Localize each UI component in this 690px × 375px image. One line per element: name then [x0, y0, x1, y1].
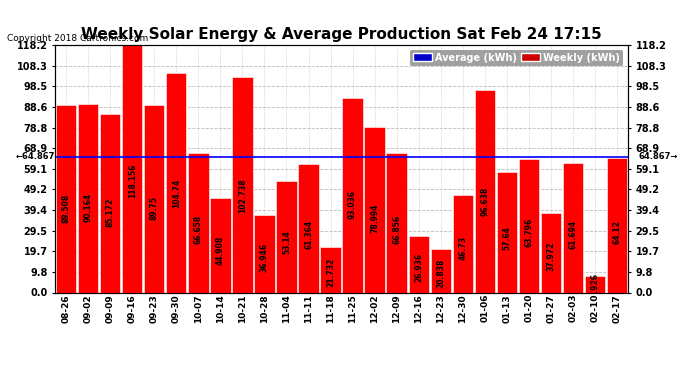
Text: 46.73: 46.73 — [458, 237, 467, 261]
Text: 66.658: 66.658 — [194, 215, 203, 244]
Bar — [342, 98, 363, 292]
Bar — [188, 153, 208, 292]
Text: ←64.867: ←64.867 — [16, 152, 55, 161]
Text: 20.838: 20.838 — [436, 258, 445, 288]
Text: 90.164: 90.164 — [83, 193, 92, 222]
Text: 64.12: 64.12 — [613, 220, 622, 244]
Bar — [607, 158, 627, 292]
Bar — [584, 276, 605, 292]
Legend: Average (kWh), Weekly (kWh): Average (kWh), Weekly (kWh) — [410, 50, 623, 66]
Bar — [122, 45, 142, 292]
Text: 21.732: 21.732 — [326, 257, 335, 286]
Bar — [100, 114, 120, 292]
Text: 7.926: 7.926 — [591, 273, 600, 297]
Bar — [277, 181, 297, 292]
Text: 61.694: 61.694 — [569, 220, 578, 249]
Bar — [166, 73, 186, 292]
Bar — [210, 198, 230, 292]
Text: 26.936: 26.936 — [414, 252, 423, 282]
Text: 53.14: 53.14 — [282, 231, 291, 254]
Bar — [298, 164, 319, 292]
Bar — [386, 153, 406, 292]
Text: 44.908: 44.908 — [216, 236, 225, 265]
Text: 118.156: 118.156 — [128, 164, 137, 198]
Text: 96.638: 96.638 — [480, 187, 489, 216]
Bar — [497, 172, 517, 292]
Text: 93.036: 93.036 — [348, 190, 357, 219]
Text: 64.867→: 64.867→ — [639, 152, 678, 161]
Bar — [453, 195, 473, 292]
Text: 78.994: 78.994 — [370, 203, 379, 233]
Bar — [541, 213, 561, 292]
Text: 89.508: 89.508 — [61, 194, 70, 223]
Text: 63.796: 63.796 — [524, 218, 533, 247]
Bar — [144, 105, 164, 292]
Text: 85.172: 85.172 — [106, 198, 115, 227]
Text: 66.856: 66.856 — [392, 215, 401, 244]
Bar — [364, 127, 385, 292]
Text: 104.74: 104.74 — [172, 179, 181, 209]
Bar — [78, 104, 99, 292]
Text: 61.364: 61.364 — [304, 220, 313, 249]
Bar — [431, 249, 451, 292]
Bar — [56, 105, 77, 292]
Title: Weekly Solar Energy & Average Production Sat Feb 24 17:15: Weekly Solar Energy & Average Production… — [81, 27, 602, 42]
Bar — [233, 77, 253, 292]
Text: 36.946: 36.946 — [260, 243, 269, 272]
Bar — [519, 159, 539, 292]
Bar — [475, 90, 495, 292]
Bar — [408, 236, 428, 292]
Text: Copyright 2018 Cartronics.com: Copyright 2018 Cartronics.com — [7, 34, 148, 43]
Text: 37.972: 37.972 — [546, 242, 555, 272]
Bar — [255, 215, 275, 292]
Bar — [320, 247, 341, 292]
Bar — [563, 164, 583, 292]
Text: 57.64: 57.64 — [502, 226, 511, 250]
Text: 102.738: 102.738 — [238, 178, 247, 213]
Text: 89.75: 89.75 — [150, 196, 159, 220]
